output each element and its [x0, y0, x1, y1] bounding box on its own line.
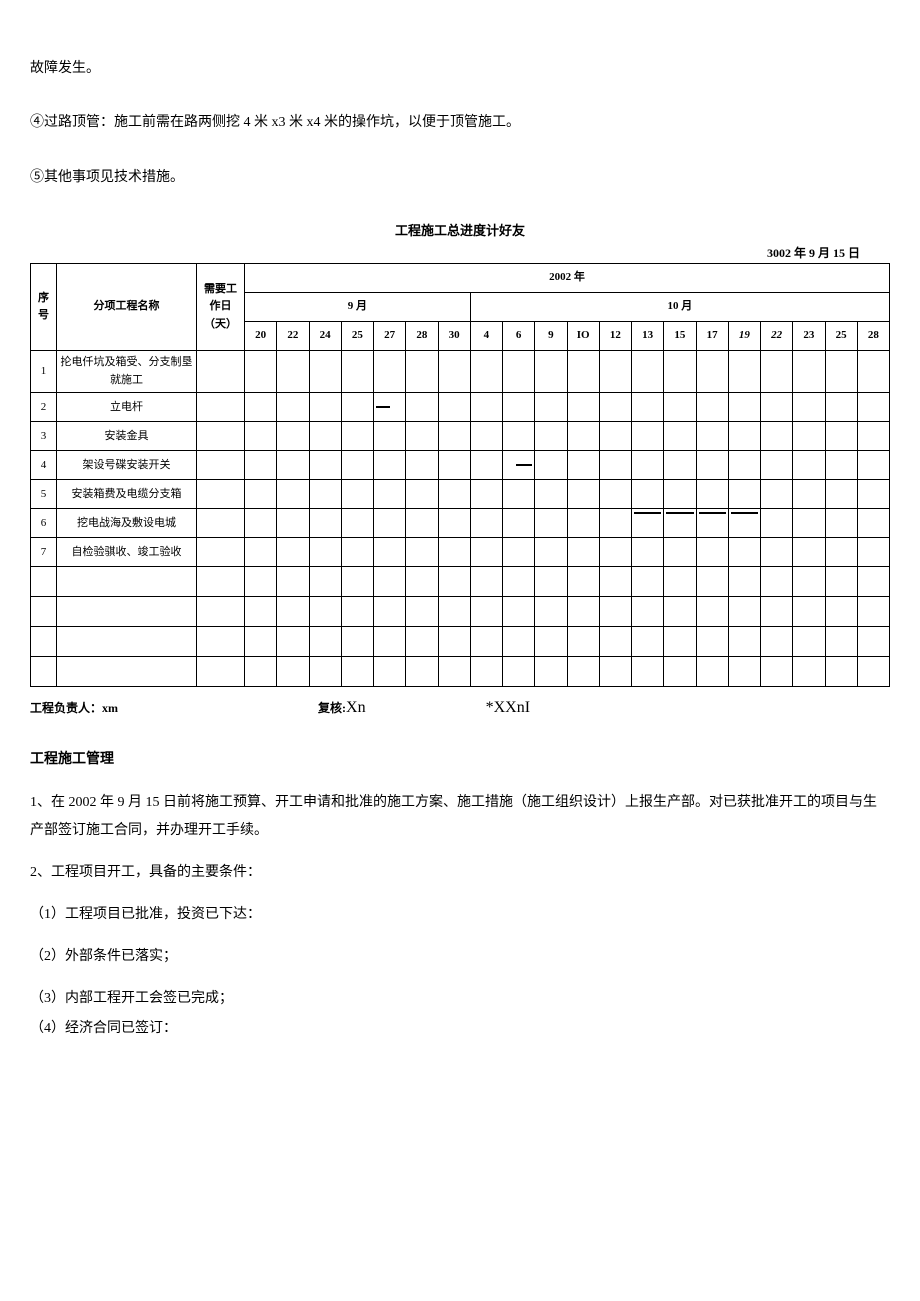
day: IO	[567, 322, 599, 351]
day: 13	[632, 322, 664, 351]
day: 28	[406, 322, 438, 351]
days	[197, 351, 245, 393]
year-header: 2002 年	[245, 264, 890, 293]
col-days: 需要工作日（天）	[197, 264, 245, 351]
gantt-bar	[632, 509, 664, 538]
col-seq: 序号	[31, 264, 57, 351]
table-row: 1 抡电仟坑及箱受、分支制垦就施工	[31, 351, 890, 393]
review-value: Xn	[346, 699, 366, 716]
day: 27	[374, 322, 406, 351]
table-footer: 工程负责人：xm 复核:Xn *XXnI	[30, 695, 890, 721]
day: 12	[599, 322, 631, 351]
day: 22	[761, 322, 793, 351]
paragraph-2: ④过路顶管：施工前需在路两侧挖 4 米 x3 米 x4 米的操作坑，以便于顶管施…	[30, 112, 890, 134]
day: 9	[535, 322, 567, 351]
schedule-body: 1 抡电仟坑及箱受、分支制垦就施工 2 立电杆 3 安装金具 4 架设号	[31, 351, 890, 687]
paragraph-3: ⑤其他事项见技术措施。	[30, 167, 890, 189]
day: 25	[825, 322, 857, 351]
schedule-date: 3002 年 9 月 15 日	[30, 244, 860, 263]
day: 15	[664, 322, 696, 351]
table-row: 3 安装金具	[31, 422, 890, 451]
gantt-bar	[503, 451, 535, 480]
table-row-blank	[31, 567, 890, 597]
schedule-table: 序号 分项工程名称 需要工作日（天） 2002 年 9 月 10 月 20 22…	[30, 263, 890, 687]
task-name: 安装箱费及电缆分支箱	[57, 480, 197, 509]
schedule-title: 工程施工总进度计好友	[30, 221, 890, 242]
section-p1: 1、在 2002 年 9 月 15 日前将施工预算、开工申请和批准的施工方案、施…	[30, 789, 890, 845]
section-p2: 2、工程项目开工，具备的主要条件：	[30, 859, 890, 887]
table-row-blank	[31, 627, 890, 657]
gantt-bar	[696, 509, 728, 538]
table-row-blank	[31, 597, 890, 627]
day: 20	[245, 322, 277, 351]
month-oct: 10 月	[470, 293, 889, 322]
table-row: 5 安装箱费及电缆分支箱	[31, 480, 890, 509]
table-row: 7 自检验骐收、竣工验收	[31, 538, 890, 567]
month-sep: 9 月	[245, 293, 471, 322]
paragraph-1: 故障发生。	[30, 58, 890, 80]
cond-3: （3）内部工程开工会签已完成；	[30, 985, 890, 1013]
day: 6	[503, 322, 535, 351]
table-row: 4 架设号碟安装开关	[31, 451, 890, 480]
table-row: 6 挖电战海及敷设电城	[31, 509, 890, 538]
day: 19	[728, 322, 760, 351]
seq: 7	[31, 538, 57, 567]
manager-label: 工程负责人：	[30, 701, 102, 715]
cond-1: （1）工程项目已批准，投资已下达：	[30, 901, 890, 929]
cond-2: （2）外部条件已落实；	[30, 943, 890, 971]
seq: 5	[31, 480, 57, 509]
task-name: 自检验骐收、竣工验收	[57, 538, 197, 567]
gantt-bar	[728, 509, 760, 538]
day: 22	[277, 322, 309, 351]
footer-extra: *XXnI	[486, 695, 530, 721]
review-label: 复核:	[318, 701, 346, 715]
table-row-blank	[31, 657, 890, 687]
section-heading: 工程施工管理	[30, 749, 890, 771]
task-name: 架设号碟安装开关	[57, 451, 197, 480]
day: 4	[470, 322, 502, 351]
seq: 3	[31, 422, 57, 451]
task-name: 抡电仟坑及箱受、分支制垦就施工	[57, 351, 197, 393]
table-row: 2 立电杆	[31, 393, 890, 422]
gantt-bar	[664, 509, 696, 538]
day: 24	[309, 322, 341, 351]
task-name: 安装金具	[57, 422, 197, 451]
seq: 1	[31, 351, 57, 393]
task-name: 挖电战海及敷设电城	[57, 509, 197, 538]
day: 28	[857, 322, 889, 351]
manager-value: xm	[102, 701, 118, 715]
day: 23	[793, 322, 825, 351]
seq: 4	[31, 451, 57, 480]
gantt-bar	[374, 393, 406, 422]
col-name: 分项工程名称	[57, 264, 197, 351]
day: 25	[341, 322, 373, 351]
day: 30	[438, 322, 470, 351]
seq: 2	[31, 393, 57, 422]
seq: 6	[31, 509, 57, 538]
task-name: 立电杆	[57, 393, 197, 422]
cond-4: （4）经济合同已签订：	[30, 1015, 890, 1043]
day: 17	[696, 322, 728, 351]
